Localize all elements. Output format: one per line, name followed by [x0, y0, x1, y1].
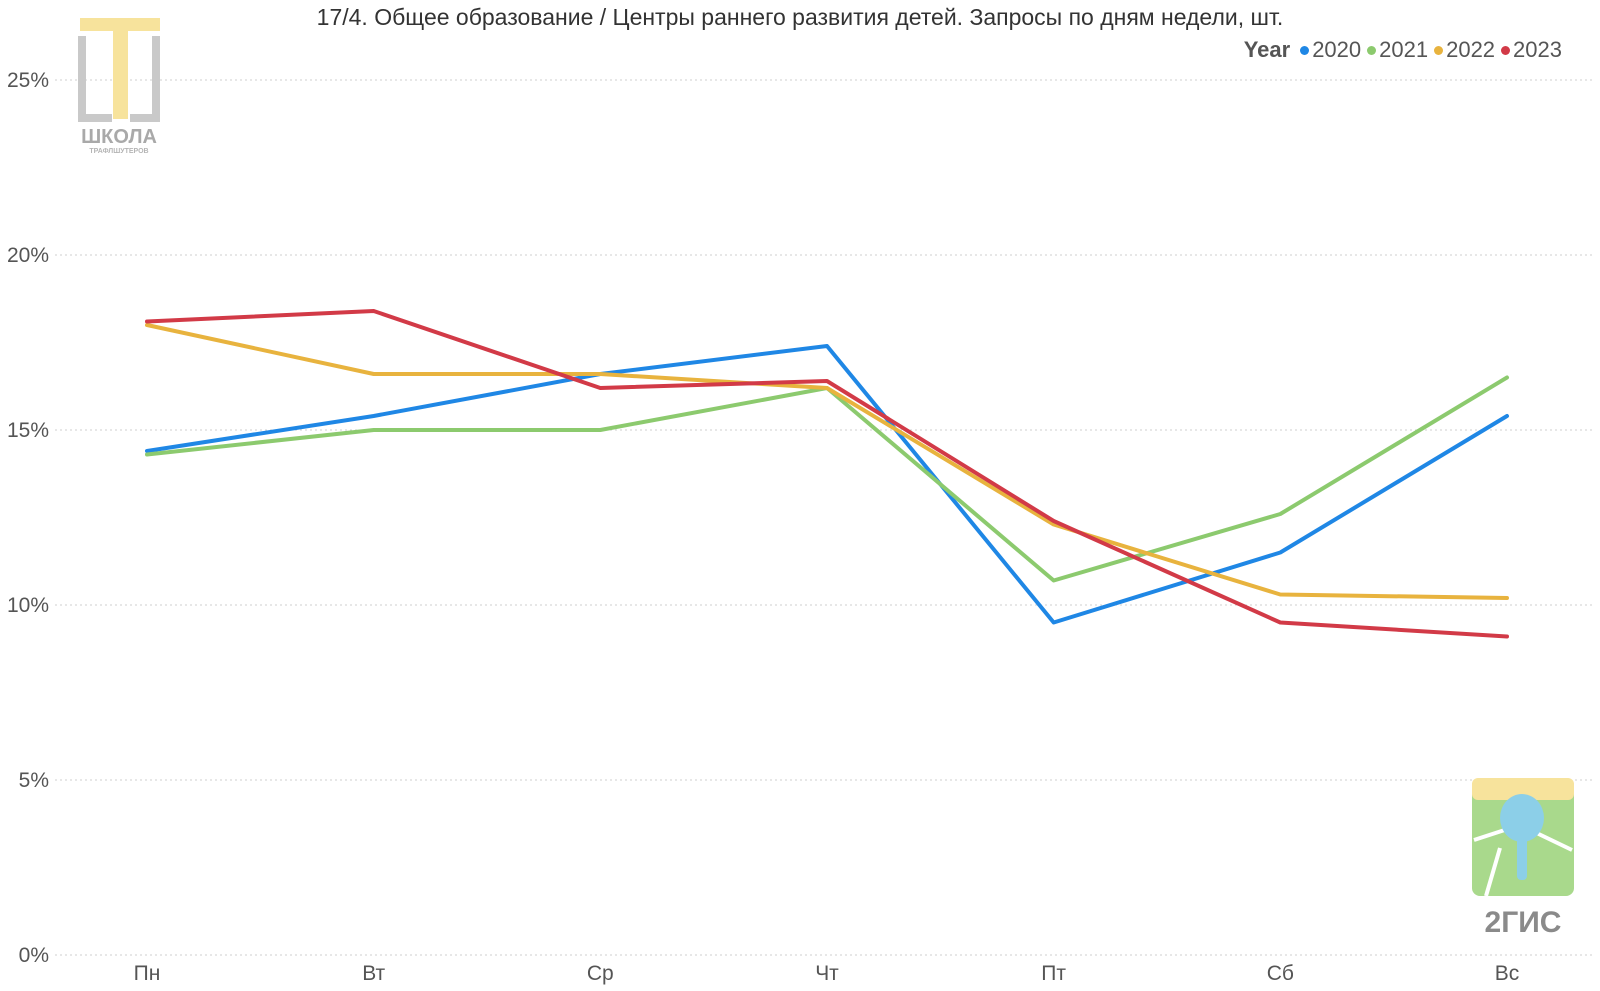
legend-label: 2023	[1513, 37, 1562, 62]
y-tick-label: 20%	[7, 244, 49, 267]
school-logo-icon: ШКОЛА ТРАФЛШУТЕРОВ	[78, 18, 160, 155]
legend: Year 2020 2021 2022 2023	[1244, 37, 1562, 63]
2gis-logo-icon: 2ГИС	[1472, 778, 1574, 939]
y-tick-label: 5%	[19, 769, 49, 792]
y-axis: 0% 5% 10% 15% 20% 25%	[7, 69, 49, 967]
legend-dot-icon	[1300, 45, 1310, 55]
y-tick-label: 15%	[7, 419, 49, 442]
x-tick-label: Пн	[134, 962, 161, 985]
series-lines	[145, 309, 1509, 639]
series-line-2021[interactable]	[145, 375, 1509, 583]
legend-label: 2022	[1446, 37, 1496, 62]
x-tick-label: Вс	[1495, 962, 1520, 985]
series-line-2023[interactable]	[145, 309, 1509, 639]
legend-item-2020[interactable]: 2020	[1300, 37, 1361, 63]
2gis-logo-text: 2ГИС	[1485, 906, 1562, 939]
legend-item-2022[interactable]: 2022	[1434, 37, 1495, 63]
legend-dot-icon	[1434, 45, 1444, 55]
legend-item-2023[interactable]: 2023	[1501, 37, 1562, 63]
x-tick-label: Вт	[362, 962, 385, 985]
legend-dot-icon	[1501, 45, 1511, 55]
x-tick-label: Сб	[1267, 962, 1294, 985]
legend-label: 2020	[1312, 37, 1362, 62]
school-logo-subtext: ТРАФЛШУТЕРОВ	[89, 148, 148, 155]
school-logo-text: ШКОЛА	[81, 126, 157, 148]
series-line-2022[interactable]	[145, 323, 1509, 600]
legend-label: 2021	[1379, 37, 1429, 62]
legend-dot-icon	[1367, 45, 1377, 55]
series-line-2020[interactable]	[145, 344, 1509, 625]
legend-item-2021[interactable]: 2021	[1367, 37, 1428, 63]
y-tick-label: 25%	[7, 69, 49, 92]
legend-title: Year	[1243, 37, 1291, 62]
x-tick-label: Чт	[815, 962, 839, 985]
y-tick-label: 0%	[19, 944, 49, 967]
x-tick-label: Ср	[587, 962, 614, 985]
y-tick-label: 10%	[7, 594, 49, 617]
chart-title: 17/4. Общее образование / Центры раннего…	[316, 4, 1284, 30]
x-tick-label: Пт	[1041, 962, 1066, 985]
gridlines	[55, 79, 1595, 956]
x-axis: Пн Вт Ср Чт Пт Сб Вс	[134, 962, 1520, 985]
